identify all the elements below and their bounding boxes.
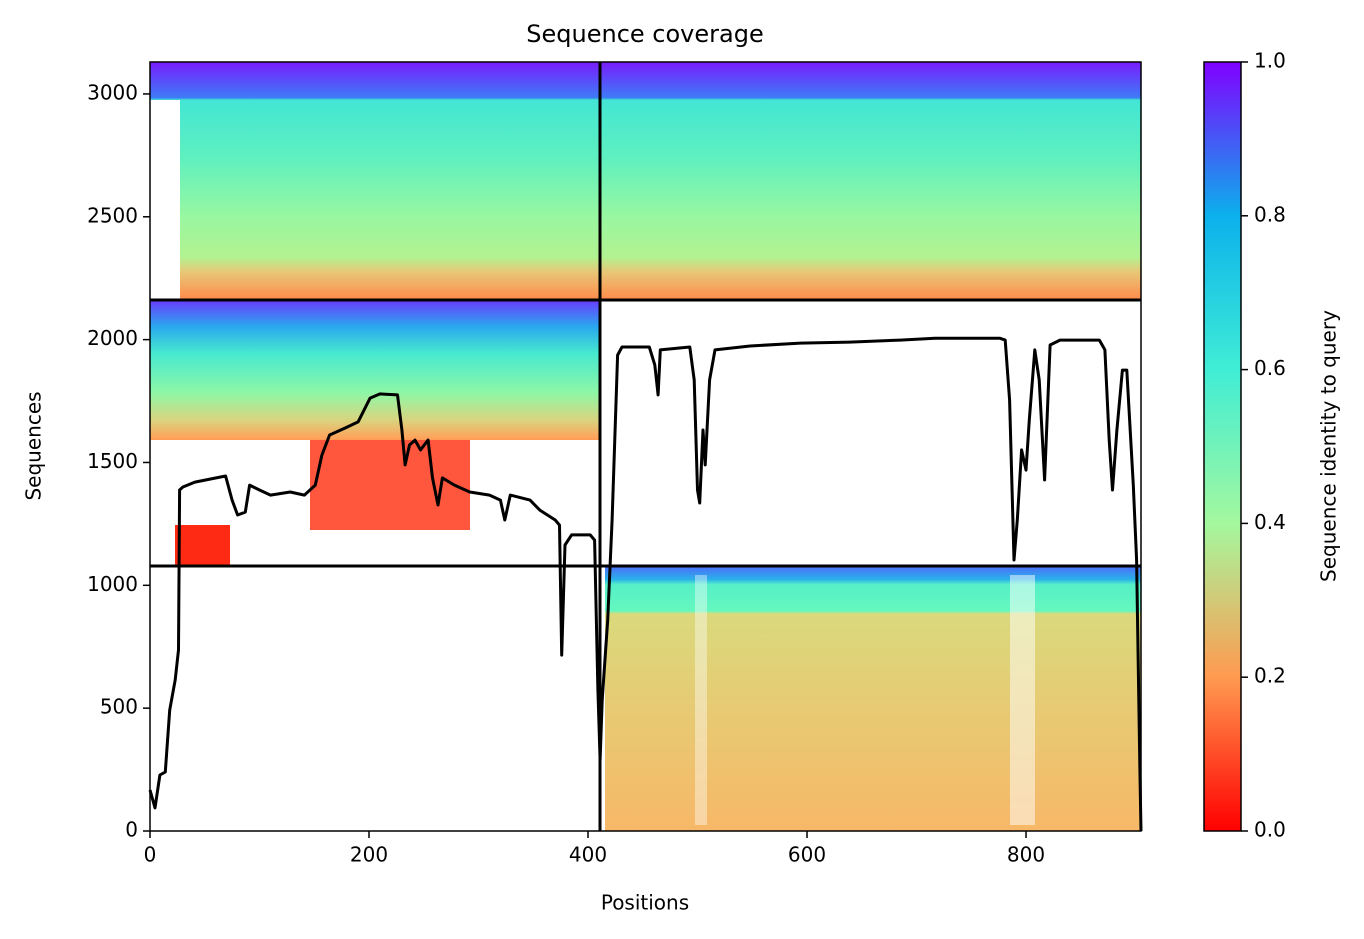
block-separators (150, 62, 1141, 831)
x-tick-label: 800 (1007, 843, 1045, 867)
y-tick-label: 1500 (87, 449, 138, 473)
y-tick-label: 500 (100, 695, 138, 719)
y-tick-label: 2500 (87, 203, 138, 227)
chart-title: Sequence coverage (526, 20, 763, 48)
coverage-heatmap (150, 62, 1141, 831)
colorbar-tick-label: 0.2 (1254, 664, 1286, 688)
plot-frame (149, 61, 1142, 832)
coverage-line (148, 336, 1143, 832)
colorbar (1203, 61, 1242, 832)
y-tick-label: 3000 (87, 80, 138, 104)
x-tick-label: 0 (144, 843, 157, 867)
colorbar-tick-label: 1.0 (1254, 49, 1286, 73)
y-tick-label: 0 (125, 818, 138, 842)
x-tick-label: 600 (788, 843, 826, 867)
x-tick-label: 400 (569, 843, 607, 867)
colorbar-label: Sequence identity to query (1317, 310, 1341, 582)
y-tick-label: 1000 (87, 572, 138, 596)
x-tick-label: 200 (350, 843, 388, 867)
colorbar-tick-label: 0.8 (1254, 202, 1286, 226)
y-tick-label: 2000 (87, 326, 138, 350)
colorbar-tick-label: 0.4 (1254, 510, 1286, 534)
x-axis-label: Positions (601, 891, 689, 915)
colorbar-tick-label: 0.6 (1254, 356, 1286, 380)
y-axis-label: Sequences (22, 391, 46, 500)
colorbar-tick-label: 0.0 (1254, 818, 1286, 842)
